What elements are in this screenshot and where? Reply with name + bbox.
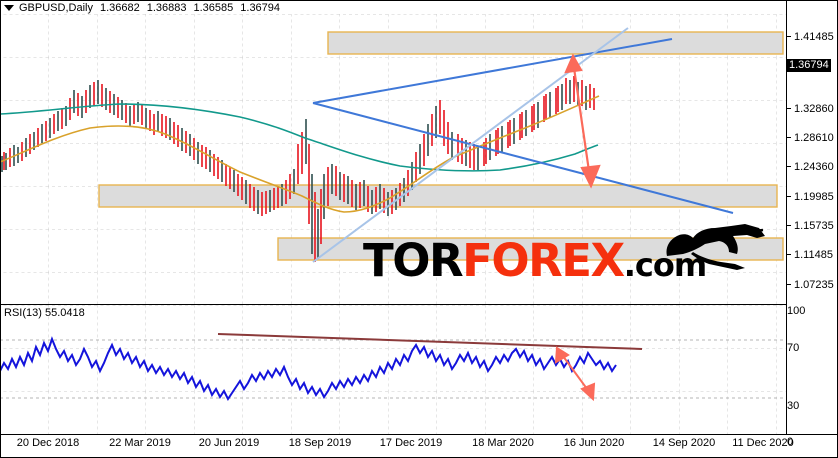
price-chart-panel[interactable]	[0, 14, 786, 304]
date-label-6: 16 Jun 2020	[563, 437, 625, 449]
date-label-5: 18 Mar 2020	[472, 437, 534, 449]
price-tick-7: 1.07235	[787, 280, 834, 291]
rsi-chart-svg	[0, 305, 786, 434]
ma-fast-line	[0, 103, 599, 172]
rsi-tick-1-text: 70	[787, 342, 800, 354]
ma-slow-line	[0, 95, 600, 213]
time-axis-line	[0, 434, 838, 435]
date-label-3: 18 Sep 2019	[288, 437, 352, 449]
upper-blue-trendline-rising	[312, 38, 673, 104]
rsi-indicator-panel[interactable]	[0, 305, 786, 434]
rsi-tick-2: 30	[787, 401, 799, 412]
price-tick-0-text: 1.41485	[794, 31, 834, 43]
rsi-line	[0, 336, 617, 401]
date-axis-labels: 20 Dec 2018 22 Mar 2019 20 Jun 2019 18 S…	[0, 437, 794, 457]
caret-down-icon[interactable]	[4, 5, 14, 11]
rsi-tick-3-text: 0	[787, 436, 794, 448]
price-tick-2: 1.28610	[787, 133, 834, 144]
price-down-arrow	[564, 53, 601, 189]
date-label-7: 14 Sep 2020	[652, 437, 716, 449]
quote-close: 1.36794	[240, 2, 281, 14]
upper-resistance-zone	[327, 31, 784, 55]
current-price-badge: 1.36794	[787, 59, 831, 72]
price-tick-3-text: 1.24360	[794, 161, 834, 173]
rsi-tick-1: 70	[787, 343, 799, 354]
price-tick-0: 1.41485	[787, 32, 834, 43]
date-label-4: 17 Dec 2019	[379, 437, 443, 449]
rsi-down-arrow	[554, 346, 596, 402]
price-tick-7-text: 1.07235	[794, 279, 834, 291]
rsi-tick-0: 100	[787, 306, 805, 317]
price-tick-4: 1.19985	[787, 192, 834, 203]
lower-blue-trendline-falling	[312, 102, 734, 214]
rsi-tick-0-text: 100	[787, 305, 806, 317]
middle-support-zone	[98, 184, 778, 208]
price-axis-line	[786, 0, 787, 434]
rsi-falling-trendline	[217, 333, 643, 350]
price-axis-labels: 1.41485 1.36794 1.32860 1.28610 1.24360 …	[787, 14, 838, 448]
date-label-2: 20 Jun 2019	[198, 437, 260, 449]
symbol-label: GBPUSD,Daily	[19, 2, 93, 14]
price-tick-4-text: 1.19985	[794, 191, 834, 203]
price-tick-5: 1.15735	[787, 221, 834, 232]
symbol-quote-bar[interactable]: GBPUSD,Daily 1.36682 1.36883 1.36585 1.3…	[4, 2, 280, 14]
panel-divider	[0, 304, 786, 305]
price-tick-1: 1.32860	[787, 104, 834, 115]
price-chart-svg	[0, 14, 786, 304]
price-tick-6-text: 1.11485	[794, 249, 833, 261]
price-zones	[98, 31, 784, 261]
rsi-gridlines	[0, 305, 786, 434]
price-tick-5-text: 1.15735	[794, 220, 834, 232]
date-label-8: 11 Dec 2020	[732, 437, 794, 449]
rsi-tick-2-text: 30	[787, 400, 800, 412]
quote-high: 1.36883	[146, 2, 187, 14]
rsi-tick-3: 0	[787, 437, 793, 448]
quote-low: 1.36585	[193, 2, 234, 14]
price-tick-1-text: 1.32860	[794, 103, 834, 115]
price-tick-6: 1.11485	[787, 250, 833, 261]
price-tick-3: 1.24360	[787, 162, 834, 173]
rsi-indicator-label: RSI(13) 55.0418	[4, 307, 85, 319]
current-price-text: 1.36794	[789, 59, 829, 71]
date-label-0: 20 Dec 2018	[16, 437, 80, 449]
price-tick-2-text: 1.28610	[794, 132, 834, 144]
date-label-1: 22 Mar 2019	[109, 437, 171, 449]
lower-support-zone	[277, 237, 784, 261]
quote-open: 1.36682	[99, 2, 140, 14]
